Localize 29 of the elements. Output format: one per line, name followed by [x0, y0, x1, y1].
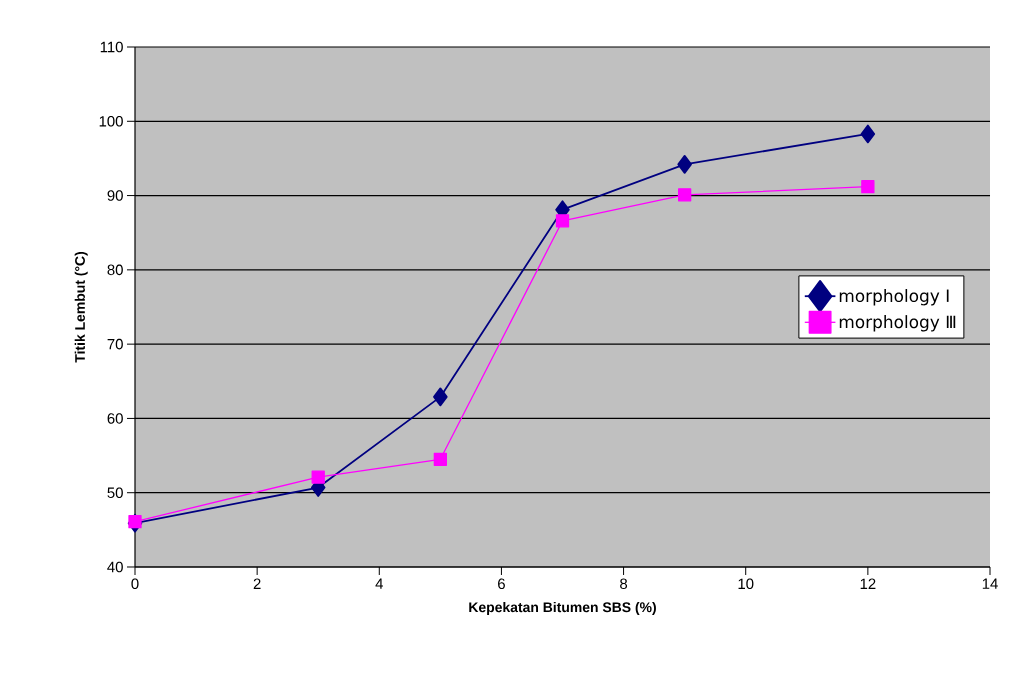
y-tick-label: 50	[107, 487, 123, 498]
x-tick-label: 4	[375, 578, 384, 589]
y-tick-label: 90	[107, 190, 123, 201]
point	[555, 214, 570, 228]
y-tick-label: 100	[99, 115, 123, 127]
point	[860, 124, 876, 144]
point	[677, 154, 692, 174]
x-tick-label: 0	[131, 578, 139, 590]
x-tick-label: 12	[860, 578, 876, 589]
point	[861, 180, 875, 194]
point	[678, 188, 692, 202]
x-axis-title: Kepekatan Bitumen SBS (%)	[469, 601, 656, 615]
point	[433, 452, 448, 466]
y-tick-label: 70	[107, 338, 123, 350]
x-tick-label: 2	[253, 578, 261, 589]
y-tick-label: 80	[107, 264, 123, 276]
y-tick-label: 110	[100, 41, 123, 53]
x-tick-label: 8	[620, 578, 628, 590]
point	[311, 470, 325, 484]
x-tick-label: 10	[738, 578, 754, 590]
legend-label: morphology Ⅲ	[839, 315, 956, 332]
legend-label: morphology Ⅰ	[839, 289, 949, 306]
y-tick-label: 60	[107, 413, 123, 424]
y-axis-title: Titik Lembut (°C)	[74, 251, 88, 363]
x-tick-label: 6	[498, 578, 505, 590]
y-tick-label: 40	[107, 561, 123, 573]
x-tick-label: 14	[982, 578, 998, 589]
point	[433, 387, 448, 407]
point	[128, 515, 142, 529]
